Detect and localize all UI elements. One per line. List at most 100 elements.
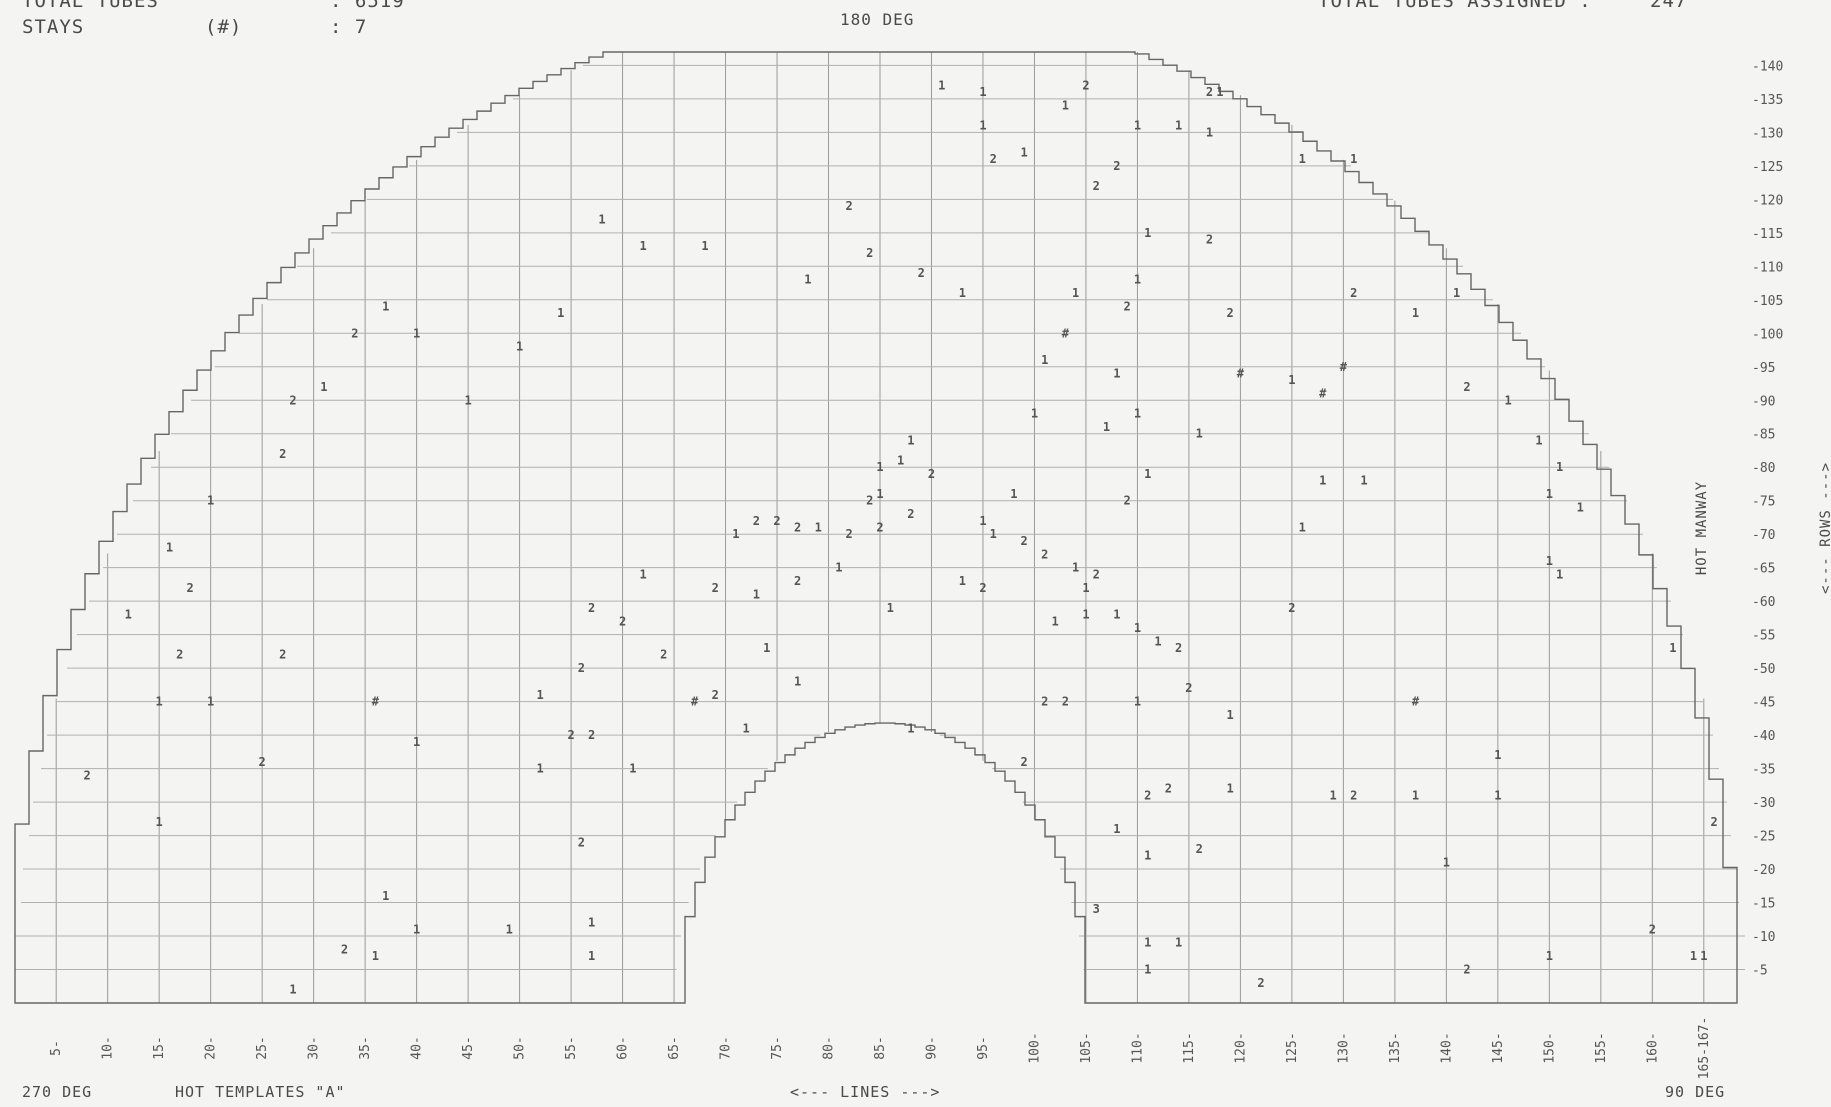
tube-marker: 2 [1649, 922, 1656, 936]
tube-marker: 2 [866, 494, 873, 508]
row-axis-label: -15 [1752, 897, 1775, 912]
row-axis-label: -80 [1752, 461, 1775, 476]
tube-marker: 1 [1134, 119, 1141, 133]
stays-symbol: (#) [205, 16, 243, 38]
line-axis-label: 130- [1336, 1032, 1351, 1063]
tube-marker: 2 [279, 447, 286, 461]
line-axis-label: 30- [307, 1036, 322, 1059]
tube-marker: 1 [1041, 353, 1048, 367]
line-axis-label: 15- [152, 1036, 167, 1059]
tube-marker: 1 [1103, 420, 1110, 434]
stay-marker: # [1340, 360, 1348, 374]
tube-marker: 2 [1144, 788, 1151, 802]
tube-marker: 1 [907, 433, 914, 447]
stay-marker: # [1237, 366, 1245, 380]
line-axis-label: 10- [101, 1036, 116, 1059]
stay-marker: # [1062, 326, 1070, 340]
total-tubes-value: : 6519 [330, 0, 405, 12]
tube-marker: 1 [763, 641, 770, 655]
tube-marker: 1 [1412, 788, 1419, 802]
tube-marker: 1 [815, 521, 822, 535]
tube-marker: 1 [887, 601, 894, 615]
row-axis-label: -85 [1752, 428, 1775, 443]
line-axis-label: 115- [1182, 1032, 1197, 1063]
tube-marker: 1 [979, 119, 986, 133]
tube-marker: 2 [1196, 842, 1203, 856]
line-axis-label: 45- [461, 1036, 476, 1059]
line-axis-label: 95- [976, 1036, 991, 1059]
tube-marker: 1 [804, 273, 811, 287]
tube-marker: 1 [207, 494, 214, 508]
tube-marker: 1 [1453, 286, 1460, 300]
tube-marker: 2 [1062, 695, 1069, 709]
rows-axis-labels: -140 -135 -130 -125 -120 -115 -110 -105 -100 -95 -… [1752, 59, 1783, 978]
tube-marker: 2 [1021, 755, 1028, 769]
tube-marker: 1 [1299, 521, 1306, 535]
tube-marker: 2 [876, 521, 883, 535]
line-axis-label: 80- [822, 1036, 837, 1059]
tube-marker: 1 [1227, 782, 1234, 796]
tube-marker: 2 [1124, 494, 1131, 508]
row-axis-label: -20 [1752, 863, 1775, 878]
tube-marker: 1 [1010, 487, 1017, 501]
line-axis-label: 140- [1439, 1032, 1454, 1063]
tube-marker: 1 [1134, 407, 1141, 421]
tube-marker: 1 [506, 922, 513, 936]
tube-marker: 1 [1113, 822, 1120, 836]
row-axis-label: -10 [1752, 930, 1775, 945]
tube-marker: 2 [845, 527, 852, 541]
row-axis-label: -70 [1752, 528, 1775, 543]
row-axis-label: -95 [1752, 361, 1775, 376]
tube-marker: 1 [289, 983, 296, 997]
tube-marker: 1 [1505, 393, 1512, 407]
tube-marker: 1 [1329, 788, 1336, 802]
line-axis-label: 100- [1027, 1032, 1042, 1063]
tube-marker: 1 [557, 306, 564, 320]
tube-marker: 2 [1093, 567, 1100, 581]
tube-marker: 1 [1535, 433, 1542, 447]
template-name: HOT TEMPLATES "A" [175, 1083, 346, 1101]
tube-marker: 1 [1669, 641, 1676, 655]
tube-marker: 1 [897, 454, 904, 468]
tube-marker: 1 [1134, 695, 1141, 709]
tube-marker: 1 [537, 688, 544, 702]
tube-marker: 2 [1113, 159, 1120, 173]
line-axis-label: 75- [770, 1036, 785, 1059]
tube-marker: 1 [1196, 427, 1203, 441]
tube-marker: 1 [1082, 581, 1089, 595]
tube-marker: 1 [1062, 99, 1069, 113]
line-axis-label: 35- [358, 1036, 373, 1059]
tube-marker: 2 [578, 835, 585, 849]
tube-marker: 1 [166, 541, 173, 555]
tubesheet-outline [14, 51, 1738, 1004]
line-axis-label: 155- [1594, 1032, 1609, 1063]
tube-marker: 1 [1175, 936, 1182, 950]
line-axis-label: 105- [1079, 1032, 1094, 1063]
tube-marker: 1 [1113, 366, 1120, 380]
tube-marker: 2 [186, 581, 193, 595]
row-axis-label: -40 [1752, 729, 1775, 744]
tube-marker: 2 [176, 648, 183, 662]
tube-marker: 2 [1041, 547, 1048, 561]
tube-marker: 2 [907, 507, 914, 521]
tube-marker: 1 [413, 922, 420, 936]
tube-marker: 2 [259, 755, 266, 769]
row-axis-label: -130 [1752, 126, 1783, 141]
tube-marker: 2 [928, 467, 935, 481]
tube-marker: 1 [1494, 748, 1501, 762]
tube-marker: 1 [372, 949, 379, 963]
tube-marker: 1 [1113, 608, 1120, 622]
line-axis-label: 120- [1233, 1032, 1248, 1063]
right-angle-label: 90 DEG [1665, 1083, 1726, 1101]
tube-marker: 1 [1206, 125, 1213, 139]
tube-marker: 1 [1546, 554, 1553, 568]
tube-marker: 1 [1144, 467, 1151, 481]
top-angle-label: 180 DEG [840, 10, 915, 29]
tube-marker: 1 [1350, 152, 1357, 166]
row-axis-label: -140 [1752, 59, 1783, 74]
row-axis-label: -25 [1752, 830, 1775, 845]
tube-marker: 1 [125, 608, 132, 622]
tube-marker: 1 [876, 487, 883, 501]
tube-marker: 1 [1690, 949, 1697, 963]
